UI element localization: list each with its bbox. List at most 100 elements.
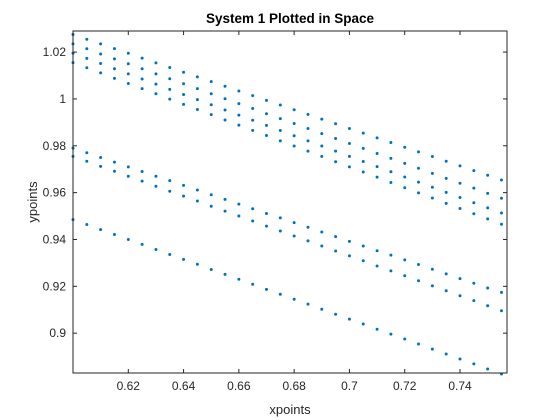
data-point bbox=[112, 67, 116, 71]
data-point bbox=[99, 42, 103, 46]
x-tick-label: 0.68 bbox=[282, 379, 306, 393]
data-point bbox=[347, 317, 351, 321]
data-point bbox=[486, 206, 490, 210]
data-point bbox=[444, 201, 448, 205]
data-point bbox=[251, 107, 255, 111]
y-tick-label: 1 bbox=[59, 92, 66, 106]
data-point bbox=[209, 103, 213, 107]
data-point bbox=[403, 337, 407, 341]
x-axis-label: xpoints bbox=[269, 402, 311, 417]
x-tick-label: 0.72 bbox=[393, 379, 417, 393]
data-point bbox=[154, 61, 158, 65]
data-point bbox=[223, 118, 227, 122]
data-point bbox=[99, 52, 103, 56]
data-point bbox=[472, 212, 476, 216]
data-point bbox=[430, 267, 434, 271]
data-point bbox=[237, 277, 241, 281]
data-point bbox=[472, 169, 476, 173]
data-point bbox=[223, 108, 227, 112]
data-point bbox=[499, 309, 503, 313]
data-point bbox=[472, 362, 476, 366]
data-point bbox=[182, 183, 186, 187]
data-point bbox=[265, 133, 268, 137]
data-point bbox=[292, 297, 296, 301]
data-point bbox=[375, 165, 379, 169]
data-point bbox=[347, 154, 351, 158]
data-point bbox=[237, 89, 241, 93]
data-point bbox=[403, 274, 407, 278]
data-point bbox=[458, 294, 462, 298]
data-point bbox=[251, 282, 255, 286]
data-point bbox=[486, 173, 490, 177]
data-point bbox=[99, 228, 103, 232]
data-point bbox=[112, 47, 116, 51]
data-point bbox=[182, 70, 186, 74]
data-point bbox=[417, 263, 421, 267]
data-point bbox=[112, 57, 116, 61]
data-point bbox=[278, 229, 282, 233]
data-point bbox=[85, 159, 89, 163]
data-point bbox=[458, 277, 462, 281]
data-points bbox=[71, 33, 503, 376]
data-point bbox=[154, 92, 158, 96]
data-point bbox=[154, 82, 158, 86]
data-point bbox=[347, 126, 351, 130]
y-axis-label: ypoints bbox=[25, 181, 40, 223]
data-point bbox=[112, 169, 116, 173]
data-point bbox=[486, 286, 490, 290]
data-point bbox=[444, 272, 448, 276]
x-ticks: 0.62 0.64 0.66 0.68 0.7 0.72 0.74 bbox=[117, 31, 472, 393]
data-point bbox=[154, 72, 158, 76]
data-point bbox=[265, 98, 268, 102]
data-point bbox=[140, 179, 144, 183]
data-point bbox=[444, 352, 448, 356]
data-point bbox=[85, 66, 89, 70]
data-point bbox=[334, 122, 338, 126]
data-point bbox=[306, 112, 310, 116]
data-point bbox=[85, 37, 89, 41]
data-point bbox=[361, 159, 365, 163]
data-point bbox=[168, 87, 172, 91]
data-point bbox=[140, 170, 144, 174]
data-point bbox=[389, 170, 393, 174]
data-point bbox=[251, 94, 255, 98]
data-point bbox=[237, 113, 241, 117]
data-point bbox=[444, 159, 448, 163]
data-point bbox=[195, 87, 199, 91]
data-point bbox=[375, 175, 379, 179]
data-point bbox=[417, 279, 421, 283]
data-point bbox=[486, 217, 490, 221]
data-point bbox=[389, 269, 393, 273]
data-point bbox=[403, 161, 407, 165]
data-point bbox=[292, 134, 296, 138]
data-point bbox=[472, 281, 476, 285]
data-point bbox=[361, 131, 365, 135]
data-point bbox=[265, 211, 268, 215]
data-point bbox=[126, 62, 130, 66]
data-point bbox=[182, 102, 186, 106]
y-tick-label: 0.9 bbox=[49, 326, 66, 340]
data-point bbox=[126, 72, 130, 76]
data-point bbox=[168, 66, 172, 70]
data-point bbox=[458, 181, 462, 185]
data-point bbox=[251, 118, 255, 122]
data-point bbox=[458, 196, 462, 200]
data-point bbox=[112, 233, 116, 237]
data-point bbox=[265, 123, 268, 127]
data-point bbox=[347, 254, 351, 258]
data-point bbox=[499, 290, 503, 294]
data-point bbox=[126, 165, 130, 169]
data-point bbox=[375, 264, 379, 268]
data-point bbox=[458, 357, 462, 361]
data-point bbox=[486, 304, 490, 308]
data-point bbox=[306, 239, 310, 243]
data-point bbox=[292, 144, 296, 148]
data-point bbox=[458, 164, 462, 168]
data-point bbox=[278, 103, 282, 107]
data-point bbox=[85, 56, 89, 60]
plot-area bbox=[73, 31, 507, 373]
data-point bbox=[361, 259, 365, 263]
y-tick-label: 0.98 bbox=[43, 139, 67, 153]
data-point bbox=[430, 347, 434, 351]
